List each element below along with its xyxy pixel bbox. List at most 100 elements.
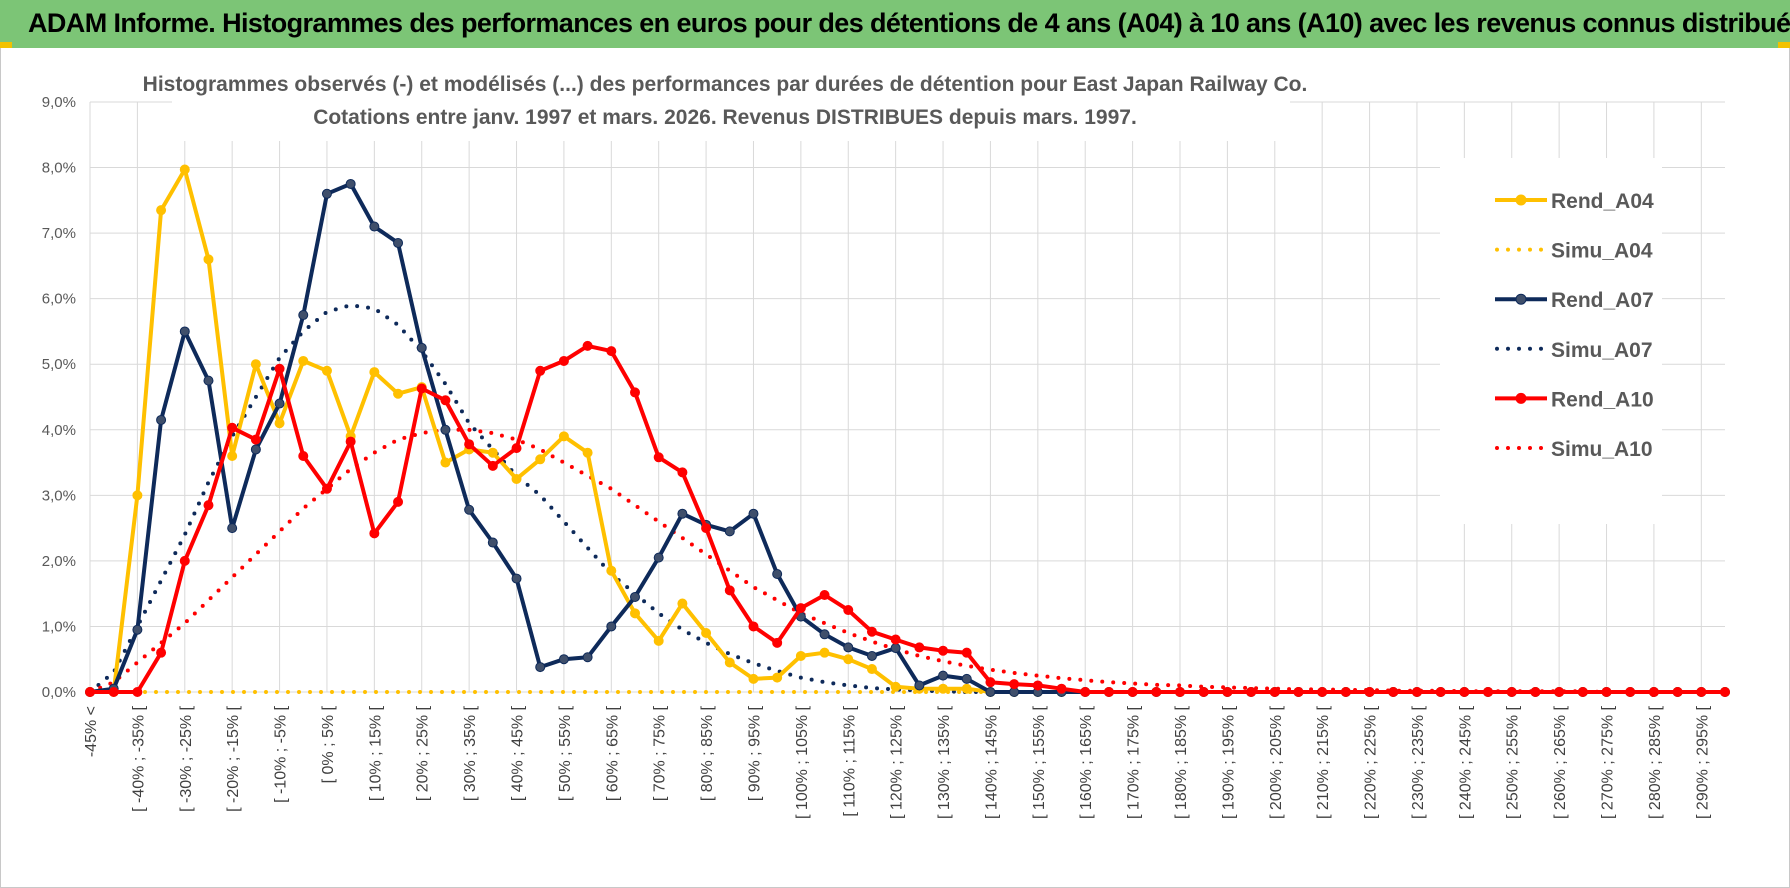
legend-label-simu-a07: Simu_A07	[1551, 339, 1653, 362]
y-tick-label: 5,0%	[42, 356, 76, 373]
rend-a10-point	[985, 677, 996, 688]
rend-a10-point	[1648, 687, 1659, 697]
rend-a07-point	[298, 310, 309, 321]
chart-subtitle: Cotations entre janv. 1997 et mars. 2026…	[313, 106, 1137, 129]
rend-a10-point	[132, 687, 143, 697]
x-tick-label: [ -40% ; -35% [	[130, 705, 147, 811]
rend-a07-point	[535, 662, 546, 673]
chart: 0,0% 1,0% 2,0% 3,0% 4,0% 5,0% 6,0% 7,0% 8,0% 9,0%…	[42, 63, 1730, 819]
rend-a10-point	[1483, 687, 1494, 697]
rend-a07-point	[772, 569, 783, 579]
rend-a04-point	[132, 490, 143, 501]
y-tick-label: 6,0%	[42, 291, 76, 308]
rend-a07-point	[630, 591, 640, 602]
rend-a10-point	[203, 500, 214, 511]
rend-a04-point	[582, 447, 593, 458]
rend-a10-point	[1530, 687, 1541, 697]
rend-a04-point	[321, 365, 332, 376]
title-bar: ADAM Informe. Histogrammes des performan…	[0, 0, 1790, 48]
rend-a07-point	[843, 642, 854, 653]
rend-a04-point	[227, 451, 238, 461]
rend-a10-point	[1506, 687, 1517, 697]
x-tick-label: [ 200% ; 205% [	[1268, 705, 1285, 819]
rend-a04-point	[938, 683, 949, 694]
x-tick-label: [ 10% ; 15% [	[367, 705, 384, 801]
rend-a04-point	[748, 673, 759, 684]
x-tick-label: [ 140% ; 145% [	[983, 705, 1000, 819]
x-tick-label: [ 190% ; 195% [	[1220, 705, 1237, 819]
chart-title: Histogrammes observés (-) et modélisés (…	[143, 73, 1308, 96]
y-tick-label: 0,0%	[42, 684, 76, 701]
rend-a07-point	[558, 654, 569, 665]
x-tick-label: [ 270% ; 275% [	[1600, 705, 1617, 819]
y-axis-ticks: 0,0% 1,0% 2,0% 3,0% 4,0% 5,0% 6,0% 7,0% 8,0% 9,0%	[42, 94, 76, 701]
rend-a10-point	[1364, 687, 1375, 697]
chart-title-background	[172, 63, 1290, 141]
x-tick-label: [ 290% ; 295% [	[1694, 705, 1711, 819]
rend-a10-point	[1720, 687, 1730, 697]
rend-a10-point	[1127, 687, 1138, 697]
rend-a04-point	[156, 205, 167, 216]
x-tick-label: [ 30% ; 35% [	[462, 705, 479, 801]
rend-a04-point	[298, 355, 309, 366]
x-tick-label: [ -30% ; -25% [	[178, 705, 195, 811]
rend-a04-point	[179, 164, 190, 175]
rend-a10-point	[227, 422, 238, 433]
x-tick-label: [ 260% ; 265% [	[1552, 705, 1569, 819]
rend-a07-point	[321, 188, 332, 199]
rend-a10-point	[369, 528, 380, 539]
rend-a10-point	[440, 395, 451, 406]
rend-a04-point	[961, 683, 972, 694]
rend-a04-point	[795, 650, 806, 661]
rend-a04-point	[558, 431, 569, 442]
x-axis-ticks: -45% < [ -40% ; -35% [ [ -30% ; -25% [ [ -2…	[83, 705, 1711, 819]
rend-a10-point	[1269, 687, 1280, 697]
rend-a07-point	[724, 526, 735, 537]
rend-a10-point	[535, 365, 546, 376]
rend-a10-point	[1293, 687, 1304, 697]
rend-a10-point	[914, 642, 925, 653]
rend-a10-point	[1388, 687, 1399, 697]
rend-a10-point	[250, 434, 261, 445]
rend-a10-point	[1151, 687, 1162, 697]
legend-label-simu-a10: Simu_A10	[1551, 438, 1653, 461]
rend-a10-point	[85, 687, 95, 697]
rend-a04-point	[890, 681, 901, 692]
rend-a04-point	[487, 447, 498, 458]
rend-a04-point	[250, 359, 261, 370]
rend-a10-point	[1696, 687, 1707, 697]
x-tick-label: -45% <	[83, 706, 100, 757]
x-tick-label: [ -20% ; -15% [	[225, 705, 242, 811]
rend-a10-point	[1198, 687, 1209, 697]
rend-a04-point	[866, 664, 877, 675]
legend-marker-rend-a10	[1515, 392, 1527, 404]
rend-a10-point	[108, 687, 119, 697]
rend-a10-point	[1625, 687, 1636, 697]
rend-a07-point	[914, 680, 925, 691]
rend-a10-point	[321, 483, 332, 494]
y-tick-label: 4,0%	[42, 422, 76, 439]
rend-a10-point	[724, 585, 735, 596]
rend-a10-point	[890, 634, 901, 645]
rend-a07-point	[440, 424, 451, 435]
rend-a10-point	[1554, 687, 1565, 697]
x-tick-label: [ 180% ; 185% [	[1173, 705, 1190, 819]
rend-a10-point	[1411, 687, 1422, 697]
rend-a10-point	[772, 637, 783, 648]
rend-a10-point	[606, 346, 617, 357]
rend-a10-point	[1317, 687, 1328, 697]
series-lines	[85, 164, 1730, 697]
x-tick-label: [ -10% ; -5% [	[273, 705, 290, 802]
rend-a04-point	[535, 454, 546, 465]
rend-a10-point	[1009, 679, 1020, 690]
rend-a07-point	[416, 342, 427, 353]
rend-a07-point	[653, 552, 664, 563]
rend-a10-point	[1222, 687, 1233, 697]
corner-accent-left	[0, 42, 12, 48]
rend-a10-point	[1175, 687, 1185, 697]
rend-a04-point	[772, 672, 783, 683]
x-tick-label: [ 130% ; 135% [	[936, 705, 953, 819]
rend-a04-point	[274, 418, 285, 429]
rend-a10-point	[393, 496, 404, 507]
rend-a10-point	[511, 443, 522, 454]
